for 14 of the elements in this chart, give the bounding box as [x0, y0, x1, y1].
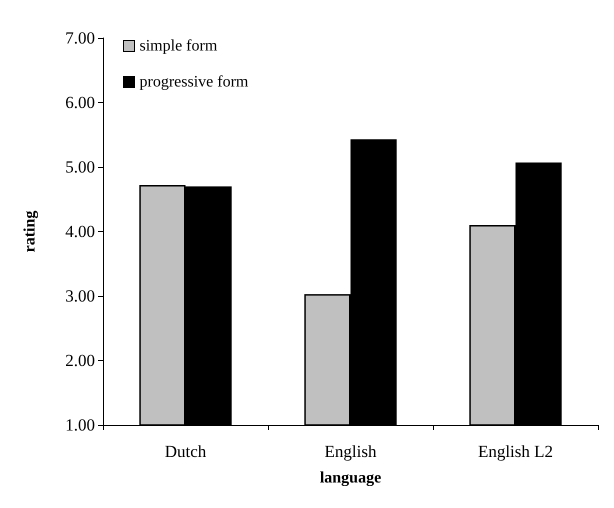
x-tick-label: English — [324, 442, 377, 461]
y-tick-label: 2.00 — [65, 351, 95, 370]
x-tick-label: English L2 — [478, 442, 554, 461]
y-tick-label: 5.00 — [65, 158, 95, 176]
y-tick-label: 7.00 — [65, 28, 95, 48]
x-axis-title: language — [320, 470, 382, 486]
y-tick-label: 4.00 — [65, 222, 95, 241]
y-tick-label: 6.00 — [65, 93, 95, 112]
legend-label: progressive form — [140, 74, 249, 90]
y-axis-title: rating — [22, 210, 38, 252]
y-tick-label: 3.00 — [65, 286, 95, 306]
y-tick-label: 1.00 — [65, 416, 95, 434]
x-tick-label: Dutch — [164, 442, 207, 461]
legend-label: simple form — [140, 38, 218, 54]
